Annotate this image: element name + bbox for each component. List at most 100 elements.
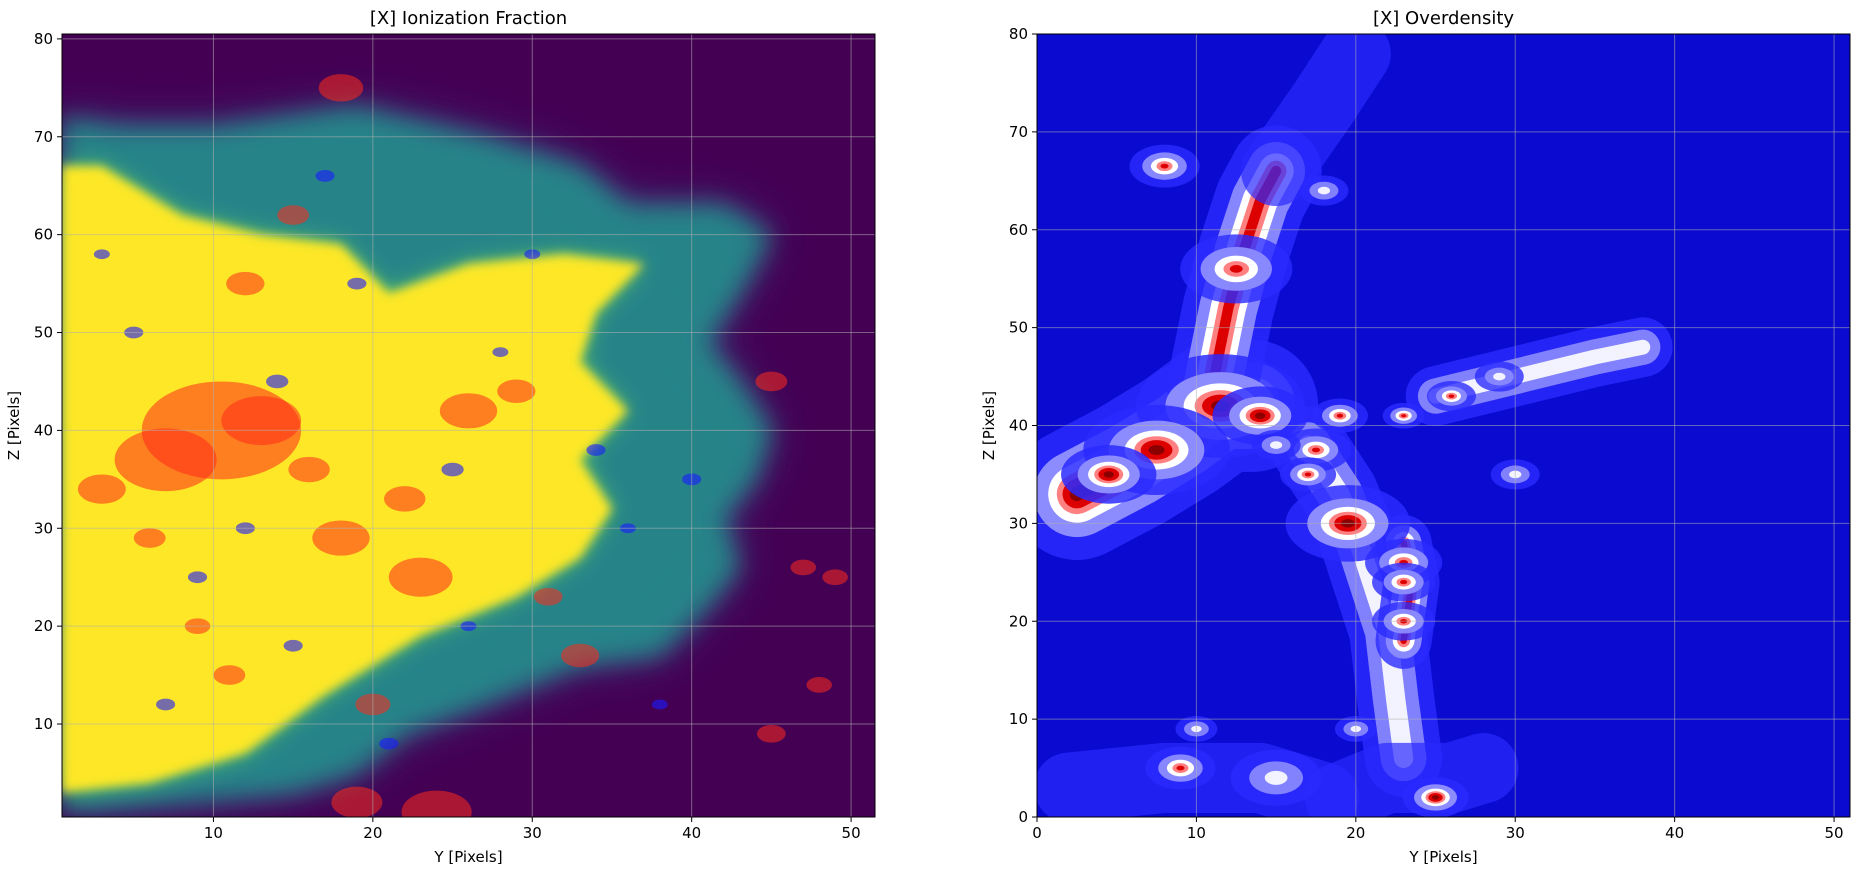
ionization-high-marker <box>806 677 832 693</box>
ionization-x-tick-label: 20 <box>363 824 382 842</box>
ionization-chart-title: [X] Ionization Fraction <box>370 8 567 29</box>
overdensity-hotspot <box>1103 471 1114 478</box>
overdensity-hotspot <box>1148 445 1165 455</box>
ionization-high-marker <box>331 786 383 817</box>
ionization-low-marker <box>187 571 208 584</box>
overdensity-field <box>1037 34 1673 817</box>
ionization-low-marker <box>586 444 606 456</box>
ionization-low-marker <box>347 277 367 290</box>
ionization-y-tick-label: 40 <box>34 421 53 439</box>
ionization-plot-frame <box>61 33 876 818</box>
overdensity-x-tick-label: 50 <box>1825 824 1844 842</box>
overdensity-y-tick-label: 0 <box>1018 808 1028 826</box>
overdensity-y-tick-label: 30 <box>1009 514 1028 532</box>
ionization-low-marker <box>441 462 464 477</box>
overdensity-x-tick-label: 30 <box>1506 824 1525 842</box>
overdensity-hotspot <box>1431 795 1440 800</box>
overdensity-hotspot <box>1311 447 1320 453</box>
ionization-high-marker <box>384 486 426 512</box>
ionization-y-tick-label: 70 <box>34 128 53 146</box>
overdensity-hotspot <box>1229 265 1243 273</box>
ionization-x-tick-label: 40 <box>682 824 701 842</box>
ionization-y-tick-label: 20 <box>34 617 53 635</box>
ionization-low-marker <box>93 249 110 260</box>
ionization-high-marker <box>213 665 246 685</box>
ionization-high-marker <box>277 205 310 225</box>
overdensity-x-axis-label: Y [Pixels] <box>1408 848 1477 866</box>
ionization-y-tick-label: 80 <box>34 30 53 48</box>
overdensity-hotspot <box>1264 770 1288 785</box>
ionization-y-tick-label: 60 <box>34 226 53 244</box>
overdensity-filament <box>1428 339 1651 404</box>
ionization-high-marker <box>288 456 330 483</box>
ionization-high-marker <box>388 557 453 597</box>
ionization-high-marker <box>757 724 786 743</box>
overdensity-hotspot <box>1160 163 1169 169</box>
ionization-high-marker <box>822 569 848 586</box>
ionization-grid <box>62 34 875 817</box>
ionization-low-marker <box>266 374 289 389</box>
ionization-x-ticks: 10 20 30 40 50 <box>204 817 861 842</box>
overdensity-y-tick-label: 50 <box>1009 319 1028 337</box>
ionization-x-tick-label: 10 <box>204 824 223 842</box>
overdensity-y-tick-label: 40 <box>1009 417 1028 435</box>
ionization-low-marker <box>379 737 399 750</box>
overdensity-x-tick-label: 20 <box>1346 824 1365 842</box>
overdensity-y-ticks: 0 10 20 30 40 50 60 70 80 <box>1009 25 1037 826</box>
ionization-high-marker <box>226 271 265 296</box>
ionization-core-region <box>62 166 644 793</box>
ionization-x-tick-label: 50 <box>842 824 861 842</box>
overdensity-hotspot <box>1448 394 1455 398</box>
ionization-low-marker <box>492 347 509 357</box>
overdensity-hotspot <box>1401 414 1407 418</box>
overdensity-x-tick-label: 10 <box>1187 824 1206 842</box>
ionization-low-marker <box>156 698 176 711</box>
overdensity-filament <box>1304 733 1519 817</box>
overdensity-hotspot <box>1304 472 1312 477</box>
ionization-high-marker <box>114 428 217 492</box>
ionization-low-marker <box>315 170 335 182</box>
ionization-y-axis-label: Z [Pixels] <box>5 391 23 460</box>
ionization-fraction-panel: [X] Ionization Fraction 10 20 30 40 50 10 20 3… <box>5 8 876 866</box>
overdensity-hotspot <box>1254 412 1266 419</box>
overdensity-hotspot <box>1493 372 1506 381</box>
overdensity-hotspot <box>1336 413 1344 418</box>
ionization-high-marker <box>221 396 302 446</box>
ionization-high-marker <box>318 74 364 102</box>
overdensity-hotspot <box>1317 186 1331 195</box>
overdensity-grid <box>1037 34 1850 817</box>
overdensity-hotspot <box>1176 765 1185 771</box>
overdensity-y-tick-label: 70 <box>1009 123 1028 141</box>
overdensity-chart-title: [X] Overdensity <box>1373 8 1514 29</box>
ionization-high-marker <box>401 790 472 817</box>
ionization-high-marker <box>533 587 563 606</box>
ionization-y-tick-label: 10 <box>34 715 53 733</box>
ionization-high-marker <box>439 393 498 429</box>
overdensity-x-tick-label: 40 <box>1665 824 1684 842</box>
overdensity-x-tick-label: 0 <box>1032 824 1042 842</box>
overdensity-y-tick-label: 80 <box>1009 25 1028 43</box>
ionization-y-tick-label: 50 <box>34 324 53 342</box>
overdensity-y-axis-label: Z [Pixels] <box>980 391 998 460</box>
overdensity-hotspot <box>1400 579 1408 585</box>
overdensity-x-ticks: 0 10 20 30 40 50 <box>1032 817 1844 842</box>
ionization-x-tick-label: 30 <box>523 824 542 842</box>
ionization-x-axis-label: Y [Pixels] <box>433 848 502 866</box>
overdensity-hotspot <box>1270 441 1283 449</box>
ionization-y-ticks: 10 20 30 40 50 60 70 80 <box>34 30 62 733</box>
ionization-high-marker <box>497 379 536 403</box>
overdensity-y-tick-label: 20 <box>1009 612 1028 630</box>
overdensity-panel: [X] Overdensity 0 10 20 30 40 50 0 10 20 30 40 50 6… <box>980 8 1851 866</box>
ionization-high-marker <box>77 474 126 504</box>
ionization-high-marker <box>133 528 166 548</box>
ionization-y-tick-label: 30 <box>34 519 53 537</box>
ionization-high-marker <box>560 643 600 668</box>
ionization-high-marker <box>312 520 370 556</box>
ionization-high-marker <box>755 371 788 392</box>
ionization-high-marker <box>790 559 817 576</box>
ionization-low-marker <box>651 699 668 710</box>
overdensity-y-tick-label: 10 <box>1009 710 1028 728</box>
ionization-low-marker <box>283 639 303 652</box>
overdensity-filament <box>1241 34 1391 207</box>
